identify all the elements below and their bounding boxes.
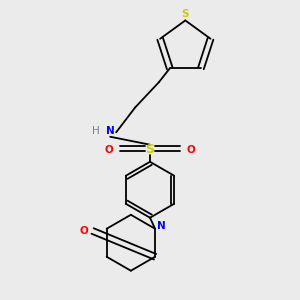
- Text: N: N: [157, 221, 165, 231]
- Text: H: H: [92, 126, 99, 136]
- Text: S: S: [182, 9, 189, 19]
- Text: O: O: [186, 145, 195, 155]
- Text: S: S: [146, 143, 154, 157]
- Text: O: O: [105, 145, 114, 155]
- Text: N: N: [106, 126, 115, 136]
- Text: O: O: [80, 226, 88, 236]
